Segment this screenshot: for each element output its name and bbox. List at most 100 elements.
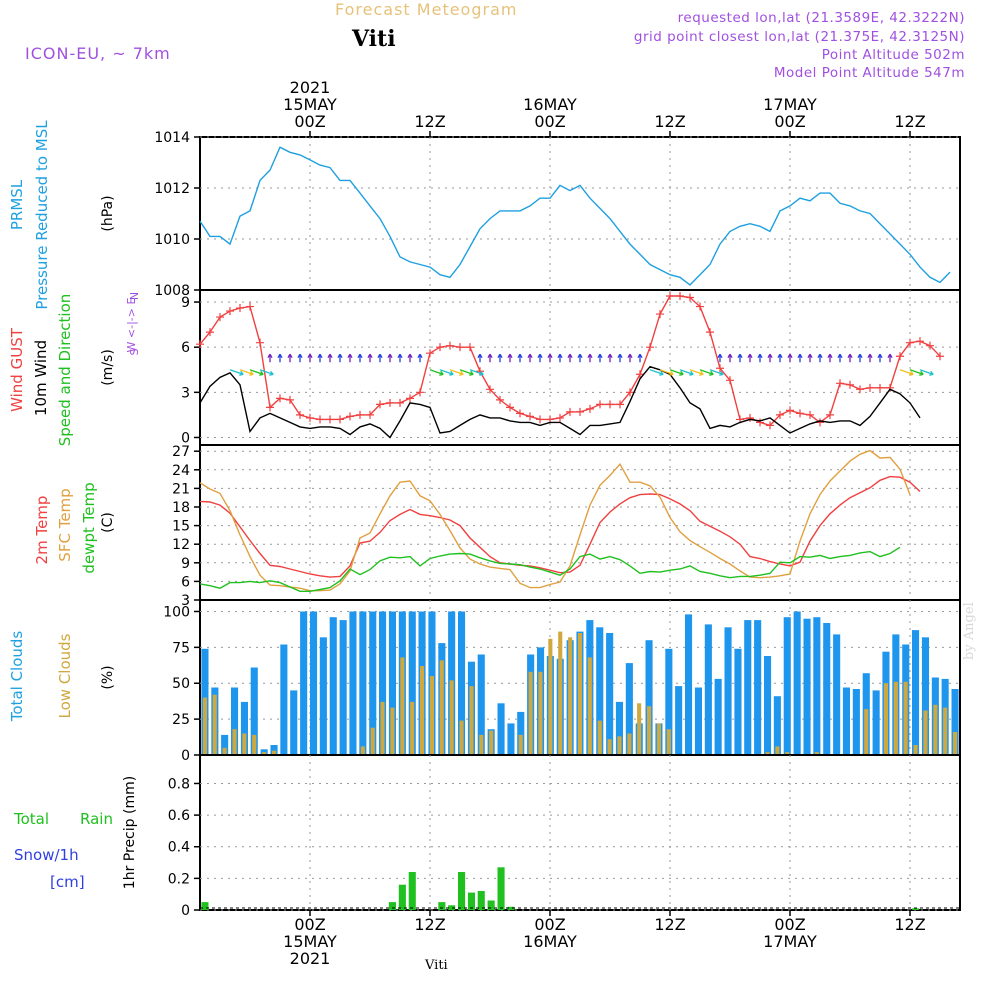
bar-low-clouds [627,733,632,755]
gust-marker [266,403,274,412]
requested-coords: requested lon,lat (21.3589E, 42.3222N) [677,10,965,26]
gust-marker [326,415,334,424]
wind-arrow-head [269,370,274,376]
wind-arrow-head [587,353,593,358]
wind-arrow-head [757,353,763,358]
time-label-top: 12Z [414,112,445,131]
wind-arrow-head [277,353,283,358]
wind-arrow-head [887,353,893,358]
bar-total-rain [467,892,475,910]
legend-snow: Snow/1h [14,846,79,864]
ytick-label-wind: 9 [181,295,190,311]
time-label-top: 2021 [290,78,331,97]
bar-low-clouds [607,739,612,755]
bar-low-clouds [617,736,622,755]
bar-total-clouds [813,617,821,755]
bar-low-clouds [232,729,237,755]
series-line-2m-temp [199,475,921,578]
panel-frame-pressure [199,136,961,291]
wind-arrow [469,369,484,375]
bar-total-clouds [497,703,505,755]
wind-arrow-head [417,353,423,358]
bar-total-clouds [872,690,880,755]
bar-total-rain [458,872,466,910]
gust-marker [626,388,634,397]
gust-marker [516,409,524,418]
gust-marker [286,395,294,404]
wind-arrow-head [249,370,254,376]
bar-total-rain [507,906,515,910]
compass-n: N [128,292,141,300]
wind-arrow-head [637,353,643,358]
bar-total-clouds [793,611,801,755]
gust-marker [936,352,944,361]
wind-arrow-head [777,353,783,358]
ytick-label-pressure: 1008 [154,283,190,299]
ytick-label-temperature: 9 [181,556,190,572]
bar-total-clouds [221,734,229,755]
wind-arrow-head [357,353,363,358]
ytick-label-temperature: 21 [172,481,190,497]
gust-marker [396,398,404,407]
legend-low-clouds: Low Clouds [56,633,74,718]
bar-total-clouds [379,611,387,755]
legend-dewpt-temp: dewpt Temp [80,482,98,573]
gust-marker [236,304,244,313]
time-label-bottom: 2021 [290,949,331,968]
bar-total-clouds [388,611,396,755]
bar-low-clouds [943,707,948,755]
wind-arrow-head [807,353,813,358]
wind-arrow-head [537,353,543,358]
bar-total-rain [398,884,406,910]
wind-arrow-head [627,353,633,358]
bar-total-clouds [349,611,357,755]
wind-arrow-head [487,353,493,358]
gust-marker [756,418,764,427]
wind-arrow-head [459,370,464,376]
series-line-prmsl [199,146,951,286]
bar-low-clouds [420,666,425,755]
gust-marker [566,407,574,416]
wind-arrow [669,369,684,375]
gust-marker [426,349,434,358]
time-label-top: 17MAY [763,95,817,114]
gust-marker [826,410,834,419]
gust-marker [746,413,754,422]
gust-marker [706,328,714,337]
bar-total-clouds [704,624,712,755]
bar-low-clouds [814,752,819,755]
time-label-top: 12Z [654,112,685,131]
ytick-label-clouds: 25 [172,712,190,728]
gust-marker [346,412,354,421]
bar-total-clouds [625,663,633,755]
wind-arrow-head [797,353,803,358]
wind-arrow-head [307,353,313,358]
wind-arrow-head [297,353,303,358]
bar-low-clouds [587,657,592,755]
gust-marker [196,340,204,349]
bar-total-clouds [783,617,791,755]
wind-arrow-head [877,353,883,358]
wind-arrow-head [259,370,264,376]
bar-low-clouds [864,709,869,755]
bar-total-rain [201,902,209,910]
time-label-bottom: 00Z [774,915,805,934]
ytick-label-pressure: 1010 [154,232,190,248]
bar-low-clouds [577,633,582,755]
bar-total-clouds [231,687,239,755]
legend-total-rain-b: Rain [80,810,113,828]
grid-point-coords: grid point closest lon,lat (21.375E, 42.… [633,29,965,45]
gust-marker [876,383,884,392]
bar-total-clouds [734,648,742,755]
bar-low-clouds [765,752,770,755]
bar-low-clouds [637,703,642,755]
gust-marker [916,337,924,346]
wind-arrow-head [699,370,704,376]
wind-arrow-head [407,353,413,358]
series-line-sfc-temp [199,449,911,592]
ytick-label-clouds: 100 [163,604,190,620]
panel-frame-wind [199,289,961,446]
bar-low-clouds [568,637,573,755]
ytick-label-temperature: 24 [172,463,190,479]
